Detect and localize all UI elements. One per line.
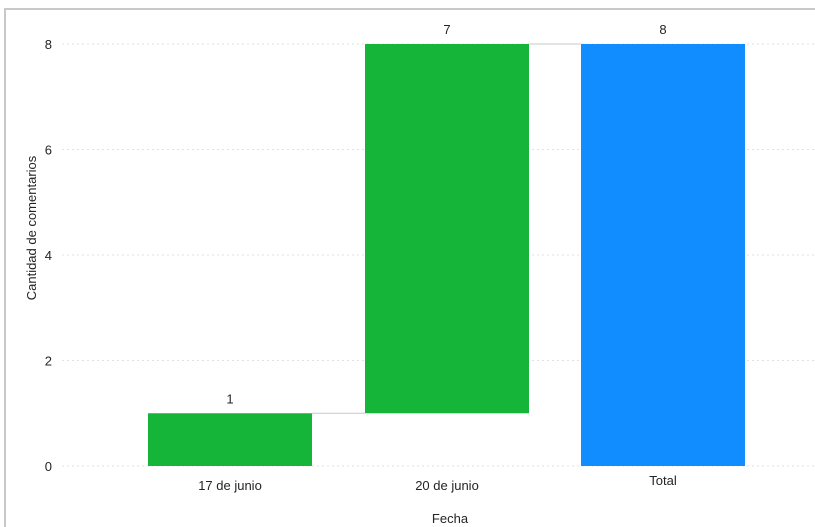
- y-tick-label: 4: [45, 248, 52, 263]
- x-tick-label: 17 de junio: [198, 478, 262, 493]
- chart-frame: [4, 8, 815, 527]
- y-tick-label: 0: [45, 459, 52, 474]
- y-axis-ticks: 0 2 4 6 8: [45, 37, 52, 474]
- y-tick-label: 6: [45, 143, 52, 158]
- x-axis-title: Fecha: [432, 511, 469, 526]
- bar-2[interactable]: [365, 44, 529, 414]
- data-label: 7: [443, 22, 450, 37]
- x-axis-ticks: 17 de junio 20 de junio Total: [198, 473, 677, 493]
- bar-total[interactable]: [581, 44, 745, 466]
- connector-lines: [312, 43, 581, 414]
- x-tick-label: Total: [649, 473, 677, 488]
- bars: [148, 44, 745, 466]
- y-tick-label: 2: [45, 354, 52, 369]
- data-label: 8: [659, 22, 666, 37]
- y-axis-title: Cantidad de comentarios: [24, 155, 39, 300]
- data-label: 1: [226, 391, 233, 406]
- y-tick-label: 8: [45, 37, 52, 52]
- data-labels: 1 7 8: [226, 22, 666, 406]
- x-tick-label: 20 de junio: [415, 478, 479, 493]
- bar-1[interactable]: [148, 413, 312, 466]
